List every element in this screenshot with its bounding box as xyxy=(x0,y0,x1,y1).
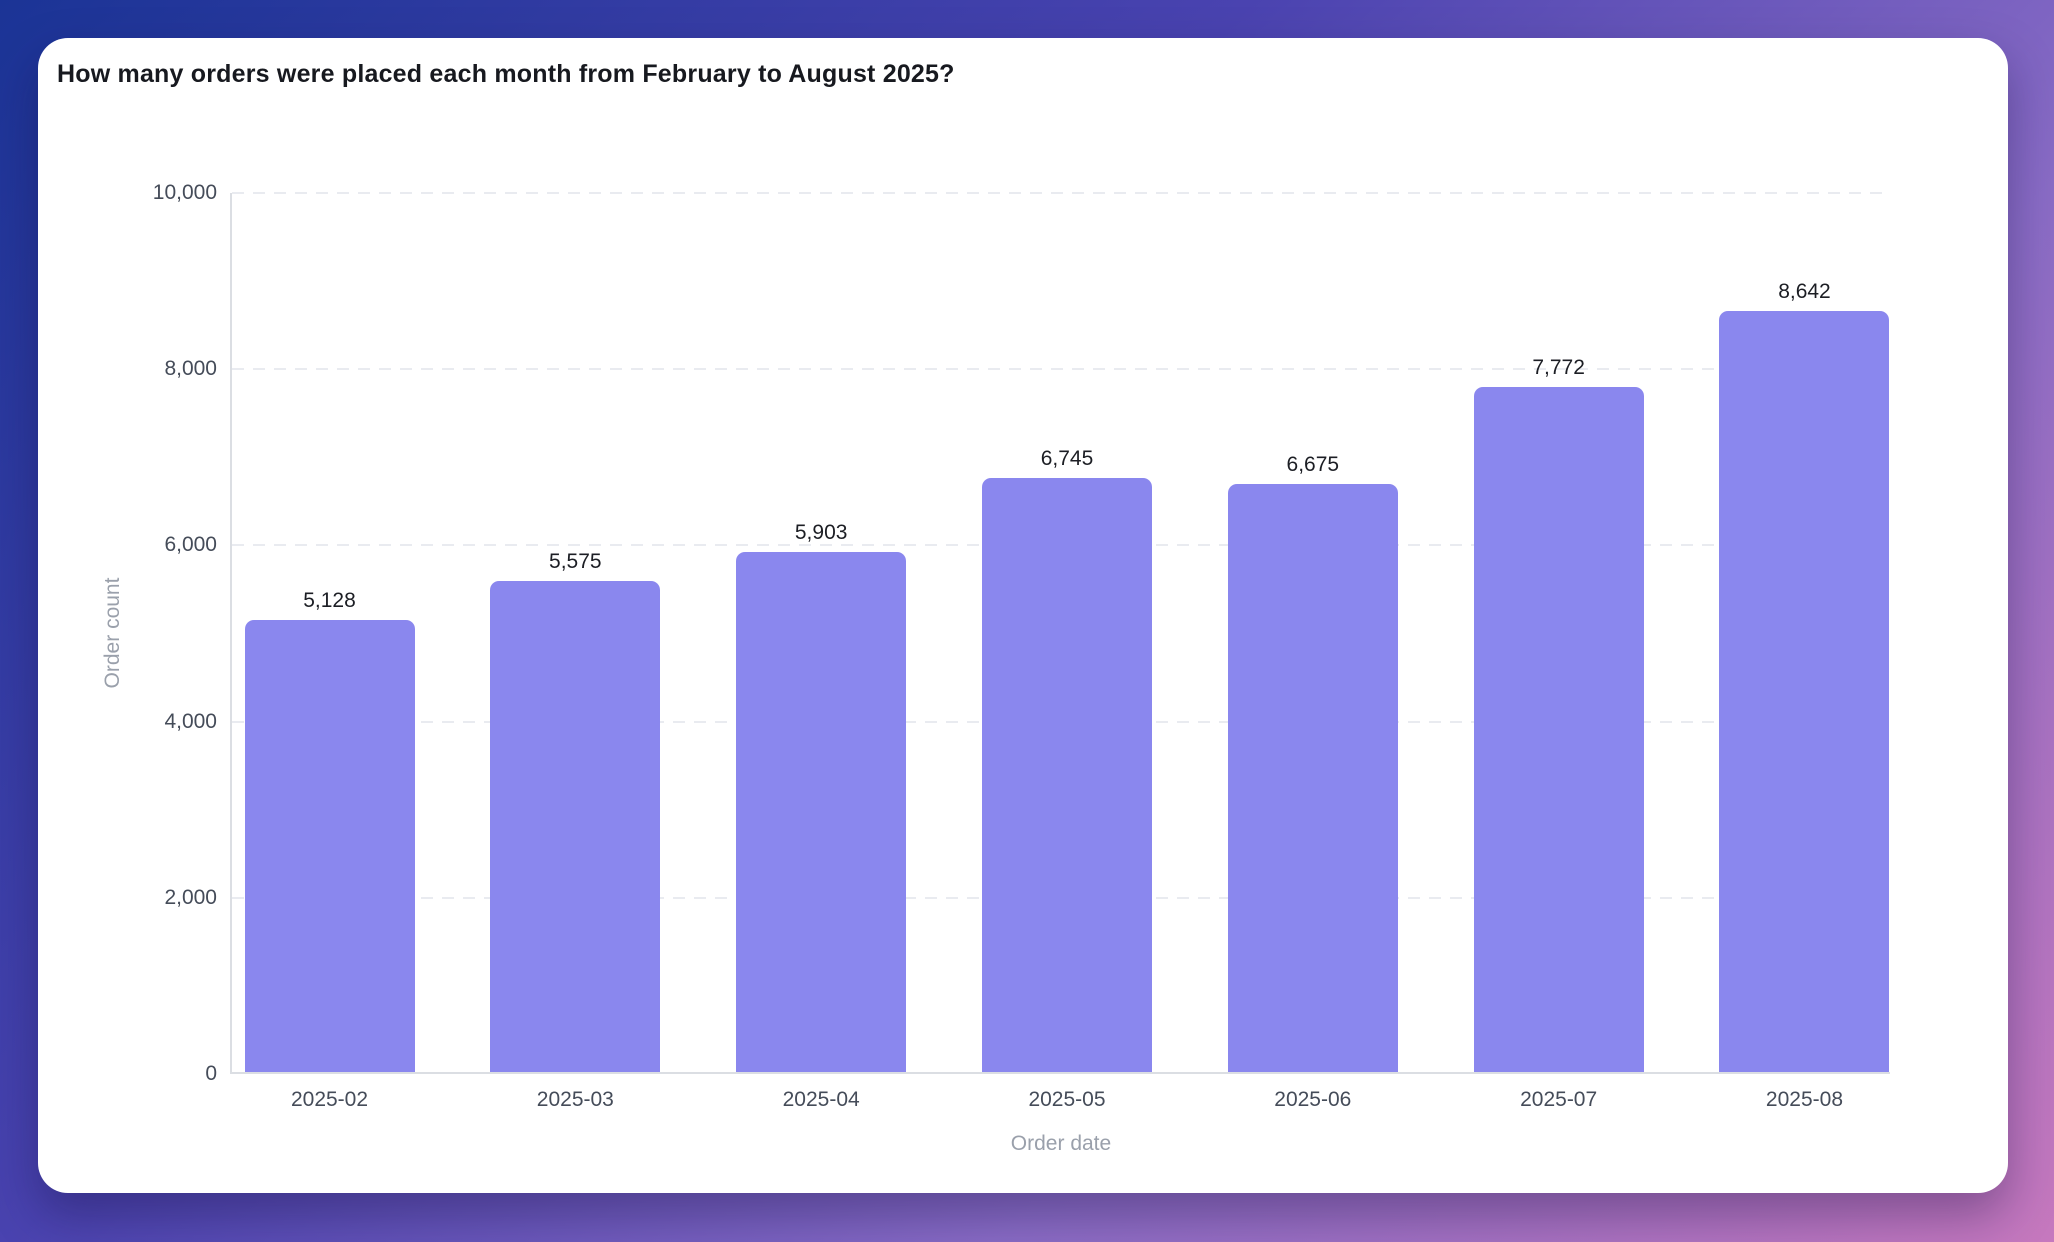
bar-2025-04[interactable] xyxy=(736,551,907,1072)
bar-value-label: 5,575 xyxy=(549,549,602,573)
bar-2025-07[interactable] xyxy=(1473,387,1644,1072)
chart-title: How many orders were placed each month f… xyxy=(57,60,955,88)
x-tick-label: 2025-08 xyxy=(1765,1088,1844,1111)
bar-value-label: 6,675 xyxy=(1286,452,1340,476)
bar-2025-05[interactable] xyxy=(981,477,1152,1072)
gridline xyxy=(232,368,1890,371)
y-tick-label: 10,000 xyxy=(152,181,217,204)
bar-value-label: 8,642 xyxy=(1778,279,1831,303)
plot-area: Order count Order date 0 2,000 4,000 6,000 8… xyxy=(101,181,1890,1155)
x-tick-label: 2025-07 xyxy=(1520,1088,1598,1111)
bar-2025-08[interactable] xyxy=(1719,310,1890,1072)
bar-value-label: 5,128 xyxy=(303,589,356,613)
bar-2025-06[interactable] xyxy=(1227,483,1398,1072)
gridline xyxy=(232,192,1890,194)
y-tick-label: 6,000 xyxy=(164,533,217,557)
x-tick-label: 2025-06 xyxy=(1274,1088,1352,1111)
x-axis-title: Order date xyxy=(1010,1132,1112,1155)
y-tick-label: 2,000 xyxy=(164,885,217,909)
y-tick-label: 0 xyxy=(205,1062,217,1085)
x-tick-label: 2025-04 xyxy=(782,1088,860,1111)
chart-card: How many orders were placed each month f… xyxy=(38,38,2008,1193)
y-axis-title: Order count xyxy=(101,577,124,688)
x-tick-label: 2025-02 xyxy=(290,1088,369,1111)
bar-value-label: 6,745 xyxy=(1040,446,1094,470)
y-tick-label: 8,000 xyxy=(164,357,217,381)
x-tick-label: 2025-05 xyxy=(1028,1088,1106,1111)
bar-2025-02[interactable] xyxy=(244,620,415,1072)
x-tick-label: 2025-03 xyxy=(536,1088,614,1111)
bar-value-label: 5,903 xyxy=(794,520,848,544)
bar-2025-03[interactable] xyxy=(490,580,661,1072)
y-tick-label: 4,000 xyxy=(164,709,217,733)
bar-value-label: 7,772 xyxy=(1532,356,1585,380)
